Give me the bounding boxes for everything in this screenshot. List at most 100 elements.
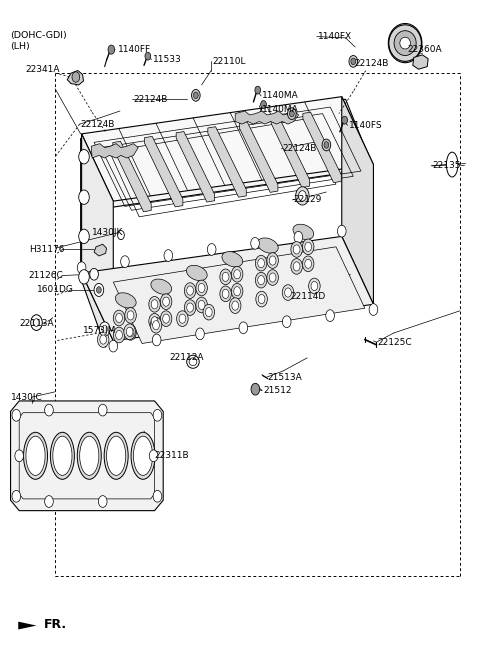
Circle shape bbox=[45, 404, 53, 416]
Text: 22341A: 22341A bbox=[25, 65, 60, 74]
Text: FR.: FR. bbox=[44, 618, 67, 631]
Text: 1140FS: 1140FS bbox=[348, 121, 382, 130]
Ellipse shape bbox=[26, 436, 45, 475]
Polygon shape bbox=[240, 122, 278, 193]
Text: H31176: H31176 bbox=[29, 245, 64, 254]
Ellipse shape bbox=[400, 37, 410, 49]
Text: 1140MA: 1140MA bbox=[262, 105, 299, 114]
Circle shape bbox=[305, 259, 312, 268]
Circle shape bbox=[125, 308, 136, 323]
Circle shape bbox=[160, 311, 172, 326]
Circle shape bbox=[149, 450, 158, 462]
Circle shape bbox=[251, 383, 260, 395]
Circle shape bbox=[255, 272, 267, 288]
Circle shape bbox=[149, 296, 160, 312]
Ellipse shape bbox=[394, 31, 416, 56]
Text: 22114D: 22114D bbox=[290, 292, 325, 301]
Polygon shape bbox=[81, 138, 109, 347]
Circle shape bbox=[203, 304, 215, 320]
Text: 22124B: 22124B bbox=[133, 95, 168, 104]
Circle shape bbox=[326, 310, 335, 321]
Text: 22113A: 22113A bbox=[19, 319, 54, 328]
Circle shape bbox=[302, 239, 314, 255]
Polygon shape bbox=[94, 244, 107, 256]
Circle shape bbox=[151, 300, 158, 309]
Text: 21126C: 21126C bbox=[29, 271, 63, 280]
Circle shape bbox=[258, 276, 264, 285]
Circle shape bbox=[351, 58, 356, 65]
Circle shape bbox=[99, 322, 110, 336]
Polygon shape bbox=[67, 71, 84, 85]
Circle shape bbox=[97, 332, 109, 347]
Circle shape bbox=[45, 496, 53, 507]
Polygon shape bbox=[413, 55, 428, 69]
Circle shape bbox=[100, 335, 107, 344]
Ellipse shape bbox=[389, 25, 421, 61]
Text: 22129: 22129 bbox=[294, 195, 322, 204]
Text: 21513A: 21513A bbox=[267, 373, 301, 382]
Circle shape bbox=[299, 191, 306, 201]
Ellipse shape bbox=[293, 224, 314, 240]
Circle shape bbox=[184, 300, 196, 315]
Circle shape bbox=[324, 142, 329, 148]
Circle shape bbox=[267, 270, 278, 285]
Ellipse shape bbox=[257, 238, 278, 253]
Circle shape bbox=[109, 340, 118, 352]
Polygon shape bbox=[271, 117, 310, 187]
Polygon shape bbox=[82, 97, 373, 201]
Circle shape bbox=[342, 116, 348, 124]
Circle shape bbox=[289, 110, 294, 117]
Ellipse shape bbox=[446, 152, 458, 177]
Circle shape bbox=[126, 327, 133, 336]
Circle shape bbox=[108, 45, 115, 54]
Ellipse shape bbox=[189, 358, 197, 366]
Circle shape bbox=[220, 286, 231, 302]
Circle shape bbox=[229, 298, 241, 313]
Text: 1430JC: 1430JC bbox=[11, 392, 42, 402]
Circle shape bbox=[94, 283, 104, 296]
Polygon shape bbox=[113, 247, 365, 343]
Text: 22124B: 22124B bbox=[282, 144, 317, 153]
Text: 21512: 21512 bbox=[263, 386, 291, 395]
Ellipse shape bbox=[133, 436, 153, 475]
Circle shape bbox=[296, 187, 309, 205]
Polygon shape bbox=[208, 127, 246, 197]
Ellipse shape bbox=[107, 436, 126, 475]
Circle shape bbox=[153, 490, 162, 502]
Circle shape bbox=[145, 52, 151, 60]
Text: 11533: 11533 bbox=[153, 55, 181, 64]
Circle shape bbox=[311, 281, 318, 291]
Circle shape bbox=[98, 404, 107, 416]
Text: 1573JM: 1573JM bbox=[83, 326, 116, 335]
Circle shape bbox=[150, 317, 162, 333]
Circle shape bbox=[234, 270, 240, 279]
Circle shape bbox=[282, 285, 294, 300]
Circle shape bbox=[285, 288, 291, 297]
Circle shape bbox=[113, 327, 125, 343]
Circle shape bbox=[151, 317, 158, 326]
Circle shape bbox=[72, 72, 80, 82]
Circle shape bbox=[231, 283, 243, 299]
Text: 1140FX: 1140FX bbox=[318, 32, 352, 41]
Circle shape bbox=[77, 262, 86, 274]
Circle shape bbox=[196, 280, 207, 296]
Ellipse shape bbox=[77, 432, 101, 479]
Text: 22112A: 22112A bbox=[169, 353, 204, 362]
Circle shape bbox=[149, 313, 160, 329]
Text: 1140MA: 1140MA bbox=[262, 91, 299, 101]
Text: 22110L: 22110L bbox=[212, 57, 246, 66]
Ellipse shape bbox=[50, 432, 74, 479]
Ellipse shape bbox=[131, 432, 155, 479]
Circle shape bbox=[282, 316, 291, 328]
Circle shape bbox=[187, 303, 193, 312]
Circle shape bbox=[349, 56, 358, 67]
Circle shape bbox=[184, 283, 196, 298]
Ellipse shape bbox=[186, 265, 207, 281]
Circle shape bbox=[305, 242, 312, 251]
Circle shape bbox=[79, 270, 89, 284]
Circle shape bbox=[153, 321, 159, 330]
Circle shape bbox=[164, 249, 173, 261]
Circle shape bbox=[125, 325, 136, 340]
Circle shape bbox=[15, 450, 24, 462]
Ellipse shape bbox=[104, 432, 128, 479]
